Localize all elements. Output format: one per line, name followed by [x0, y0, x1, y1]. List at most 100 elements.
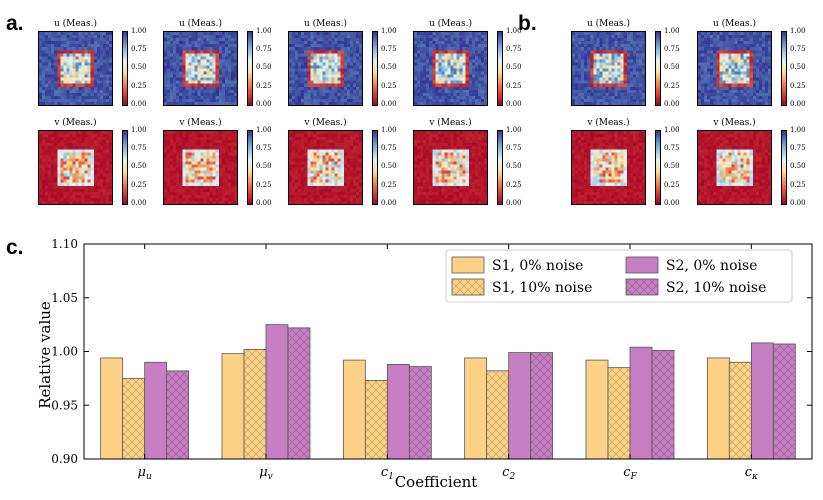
colorbar-tick: 0.00 [506, 198, 522, 207]
bar-3-3 [530, 352, 554, 460]
a-heatmap-1: u (Meas.) 1.00 0.75 0.50 0.25 0.00 [38, 19, 147, 107]
colorbar-tick: 0.75 [131, 144, 147, 153]
bar-0-2 [144, 361, 168, 460]
colorbar-tick: 0.50 [664, 63, 680, 72]
colorbar-tick: 0.50 [131, 162, 147, 171]
colorbar-tick: 0.25 [790, 81, 806, 90]
colorbar [247, 31, 253, 106]
a-heatmap-4: u (Meas.) 1.00 0.75 0.50 0.25 0.00 [413, 19, 522, 107]
colorbar-tick: 1.00 [381, 27, 397, 35]
bar-4-0 [585, 359, 609, 460]
heatmap-title: v (Meas.) [429, 118, 472, 128]
colorbar [781, 130, 787, 205]
colorbar-tick: 0.50 [790, 63, 806, 72]
bar-4-1 [607, 367, 631, 460]
colorbar-tick: 0.50 [790, 162, 806, 171]
panel-b-label: b. [518, 12, 537, 35]
colorbar-tick: 0.00 [381, 99, 397, 108]
colorbar-tick: 0.25 [790, 180, 806, 189]
colorbar [497, 31, 503, 106]
a-heatmap-3: u (Meas.) 1.00 0.75 0.50 0.25 0.00 [288, 19, 397, 107]
bar-0-3 [166, 370, 190, 460]
colorbar-tick: 0.50 [256, 63, 272, 72]
legend-swatch [625, 256, 659, 274]
bar-3-0 [464, 357, 488, 460]
bar-0-0 [100, 357, 124, 460]
colorbar [497, 130, 503, 205]
heatmap-title: u (Meas.) [428, 19, 473, 29]
colorbar-tick: 0.25 [131, 180, 147, 189]
bar-2-2 [386, 363, 410, 460]
colorbar-tick: 0.75 [506, 45, 522, 54]
legend-label: S1, 0% noise [492, 258, 583, 274]
legend-box [445, 249, 793, 303]
colorbar-tick: 1.00 [790, 27, 806, 35]
colorbar-tick: 0.75 [381, 144, 397, 153]
bar-0-1 [122, 377, 146, 460]
a-heatmap-6: v (Meas.) 1.00 0.75 0.50 0.25 0.00 [163, 118, 272, 206]
heatmap-image [571, 130, 646, 205]
heatmap-image [413, 31, 488, 106]
x-tick-label: c2 [502, 465, 515, 482]
bar-5-2 [750, 342, 774, 460]
colorbar-tick: 0.25 [381, 180, 397, 189]
colorbar-tick: 0.75 [506, 144, 522, 153]
bar-4-3 [651, 350, 675, 460]
bar-1-3 [287, 327, 311, 460]
colorbar-tick: 0.75 [664, 45, 680, 54]
bar-3-1 [486, 370, 510, 460]
legend-label: S2, 10% noise [666, 280, 766, 296]
colorbar-tick: 1.00 [790, 126, 806, 134]
colorbar-tick: 0.00 [506, 99, 522, 108]
heatmap-title: v (Meas.) [54, 118, 97, 128]
colorbar-tick: 0.25 [506, 81, 522, 90]
colorbar-tick: 0.50 [381, 162, 397, 171]
b-heatmap-3: v (Meas.) 1.00 0.75 0.50 0.25 0.00 [571, 118, 680, 206]
legend-swatch [625, 278, 659, 296]
colorbar-tick: 0.25 [256, 81, 272, 90]
a-heatmap-7: v (Meas.) 1.00 0.75 0.50 0.25 0.00 [288, 118, 397, 206]
colorbar-tick: 0.25 [664, 180, 680, 189]
colorbar [247, 130, 253, 205]
b-heatmap-1: u (Meas.) 1.00 0.75 0.50 0.25 0.00 [571, 19, 680, 107]
colorbar-tick: 0.00 [131, 99, 147, 108]
x-tick-label: μu [138, 465, 152, 482]
bar-1-1 [243, 348, 267, 460]
colorbar-tick: 0.00 [790, 99, 806, 108]
heatmap-title: u (Meas.) [53, 19, 98, 29]
a-heatmap-2: u (Meas.) 1.00 0.75 0.50 0.25 0.00 [163, 19, 272, 107]
b-heatmap-4: v (Meas.) 1.00 0.75 0.50 0.25 0.00 [697, 118, 806, 206]
y-axis-label: Relative value [36, 301, 54, 409]
colorbar-tick: 0.00 [256, 198, 272, 207]
colorbar-tick: 1.00 [506, 27, 522, 35]
colorbar-tick: 0.50 [381, 63, 397, 72]
heatmap-title: v (Meas.) [304, 118, 347, 128]
colorbar-tick: 0.00 [664, 198, 680, 207]
y-tick-label: 1.05 [51, 291, 78, 305]
a-heatmap-8: v (Meas.) 1.00 0.75 0.50 0.25 0.00 [413, 118, 522, 206]
colorbar-tick: 0.00 [256, 99, 272, 108]
heatmap-image [163, 130, 238, 205]
x-tick-label: μv [259, 465, 273, 482]
heatmap-image [571, 31, 646, 106]
colorbar-tick: 1.00 [381, 126, 397, 134]
bar-5-1 [728, 361, 752, 460]
heatmap-image [413, 130, 488, 205]
colorbar-tick: 1.00 [131, 27, 147, 35]
colorbar-tick: 0.00 [131, 198, 147, 207]
colorbar-tick: 1.00 [664, 126, 680, 134]
colorbar [655, 130, 661, 205]
heatmap-image [697, 31, 772, 106]
a-heatmap-5: v (Meas.) 1.00 0.75 0.50 0.25 0.00 [38, 118, 147, 206]
colorbar-tick: 0.25 [256, 180, 272, 189]
colorbar-tick: 0.75 [664, 144, 680, 153]
legend-swatch [451, 256, 485, 274]
colorbar-tick: 0.75 [256, 144, 272, 153]
bar-2-1 [364, 380, 388, 460]
colorbar-tick: 0.50 [256, 162, 272, 171]
bar-5-3 [772, 343, 796, 460]
colorbar-tick: 0.00 [381, 198, 397, 207]
bar-3-2 [508, 352, 532, 460]
heatmap-title: u (Meas.) [303, 19, 348, 29]
heatmap-title: u (Meas.) [586, 19, 631, 29]
